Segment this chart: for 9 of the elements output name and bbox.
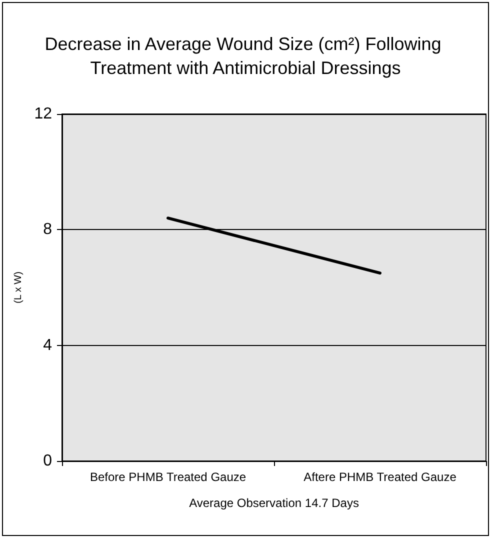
x-tick-label: Before PHMB Treated Gauze bbox=[90, 470, 246, 484]
y-tick-label: 12 bbox=[34, 106, 52, 122]
x-tick-label: Aftere PHMB Treated Gauze bbox=[304, 470, 457, 484]
x-axis-title: Average Observation 14.7 Days bbox=[189, 496, 359, 510]
y-axis-title: (L x W) bbox=[12, 272, 24, 304]
chart-title: Decrease in Average Wound Size (cm²) Following Treatment with Antimicrobial Dressings bbox=[44, 34, 446, 78]
y-tick-label: 0 bbox=[43, 452, 52, 470]
y-tick-label: 8 bbox=[43, 221, 52, 238]
y-tick-label: 4 bbox=[43, 336, 52, 354]
